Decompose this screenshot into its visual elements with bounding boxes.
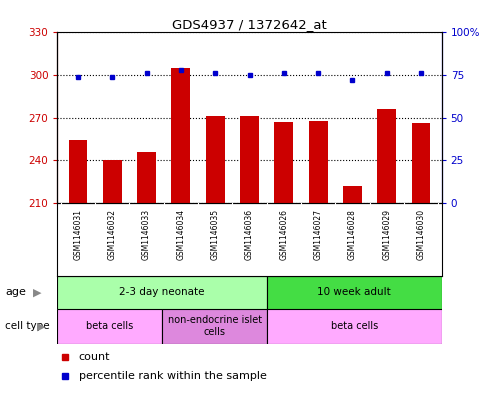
Text: GSM1146027: GSM1146027 — [313, 209, 323, 260]
Text: beta cells: beta cells — [331, 321, 378, 331]
Text: GSM1146033: GSM1146033 — [142, 209, 151, 260]
Text: GSM1146031: GSM1146031 — [73, 209, 82, 260]
Text: GSM1146026: GSM1146026 — [279, 209, 288, 260]
Text: age: age — [5, 287, 26, 297]
Bar — [267, 309, 442, 344]
Bar — [137, 152, 156, 203]
Text: GSM1146030: GSM1146030 — [417, 209, 426, 260]
Bar — [206, 116, 225, 203]
Text: non-endocrine islet
cells: non-endocrine islet cells — [168, 316, 261, 337]
Bar — [274, 122, 293, 203]
Text: 2-3 day neonate: 2-3 day neonate — [119, 287, 205, 297]
Text: ▶: ▶ — [33, 287, 42, 297]
Text: beta cells: beta cells — [86, 321, 133, 331]
Bar — [162, 309, 267, 344]
Bar — [343, 186, 362, 203]
Text: count: count — [78, 351, 110, 362]
Text: ▶: ▶ — [36, 321, 45, 331]
Text: GSM1146036: GSM1146036 — [245, 209, 254, 260]
Text: GSM1146032: GSM1146032 — [108, 209, 117, 260]
Text: cell type: cell type — [5, 321, 49, 331]
Bar — [240, 116, 259, 203]
Text: 10 week adult: 10 week adult — [317, 287, 391, 297]
Text: GSM1146035: GSM1146035 — [211, 209, 220, 260]
Bar — [412, 123, 431, 203]
Text: percentile rank within the sample: percentile rank within the sample — [78, 371, 266, 382]
Bar — [103, 160, 122, 203]
Title: GDS4937 / 1372642_at: GDS4937 / 1372642_at — [172, 18, 327, 31]
Text: GSM1146034: GSM1146034 — [176, 209, 186, 260]
Bar — [377, 109, 396, 203]
Bar — [68, 141, 87, 203]
Bar — [172, 68, 190, 203]
Text: GSM1146028: GSM1146028 — [348, 209, 357, 260]
Bar — [309, 121, 327, 203]
Text: GSM1146029: GSM1146029 — [382, 209, 391, 260]
Bar — [57, 276, 267, 309]
Bar — [267, 276, 442, 309]
Bar — [57, 309, 162, 344]
